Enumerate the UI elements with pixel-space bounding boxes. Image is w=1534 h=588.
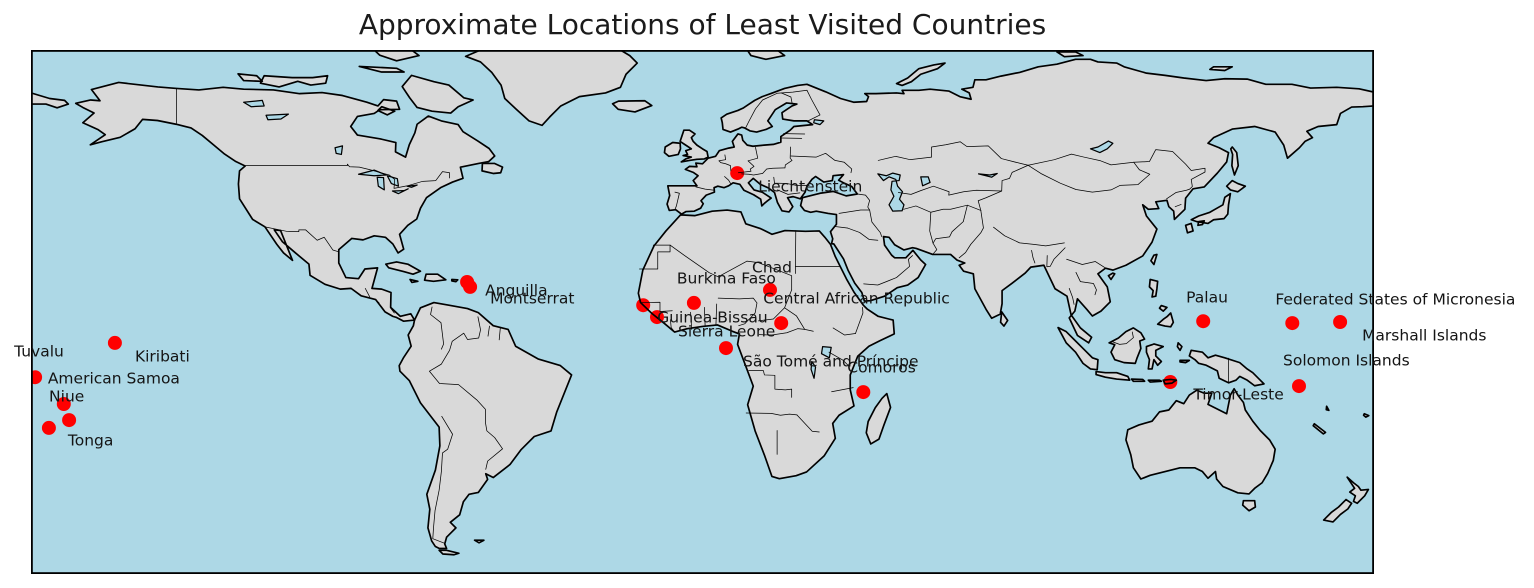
- marker-federated-states-of-micronesia: [1285, 316, 1300, 331]
- marker-american-samoa: [56, 397, 71, 411]
- world-map: [31, 50, 1374, 574]
- marker-comoros: [856, 385, 871, 400]
- marker-timor-leste: [1163, 375, 1178, 389]
- marker-montserrat: [463, 279, 478, 294]
- marker-palau: [1196, 314, 1211, 329]
- marker-marshall-islands: [1333, 315, 1348, 329]
- marker-tonga: [41, 420, 56, 435]
- marker-burkina-faso: [686, 295, 701, 310]
- marker-kiribati: [107, 335, 122, 350]
- map-frame: [31, 50, 1374, 574]
- marker-solomon-islands: [1292, 379, 1306, 394]
- marker-niue: [62, 413, 77, 428]
- country-markers-layer: [31, 166, 1348, 435]
- marker-central-african-republic: [774, 316, 789, 331]
- marker-tuvalu: [31, 370, 43, 385]
- marker-chad: [763, 282, 777, 297]
- marker-sao-tome-and-principe: [719, 341, 733, 356]
- map-area: [31, 50, 1374, 574]
- marker-liechtenstein: [730, 166, 745, 181]
- figure-title: Approximate Locations of Least Visited C…: [358, 8, 1047, 41]
- label-marshall-islands: Marshall Islands: [1362, 326, 1487, 345]
